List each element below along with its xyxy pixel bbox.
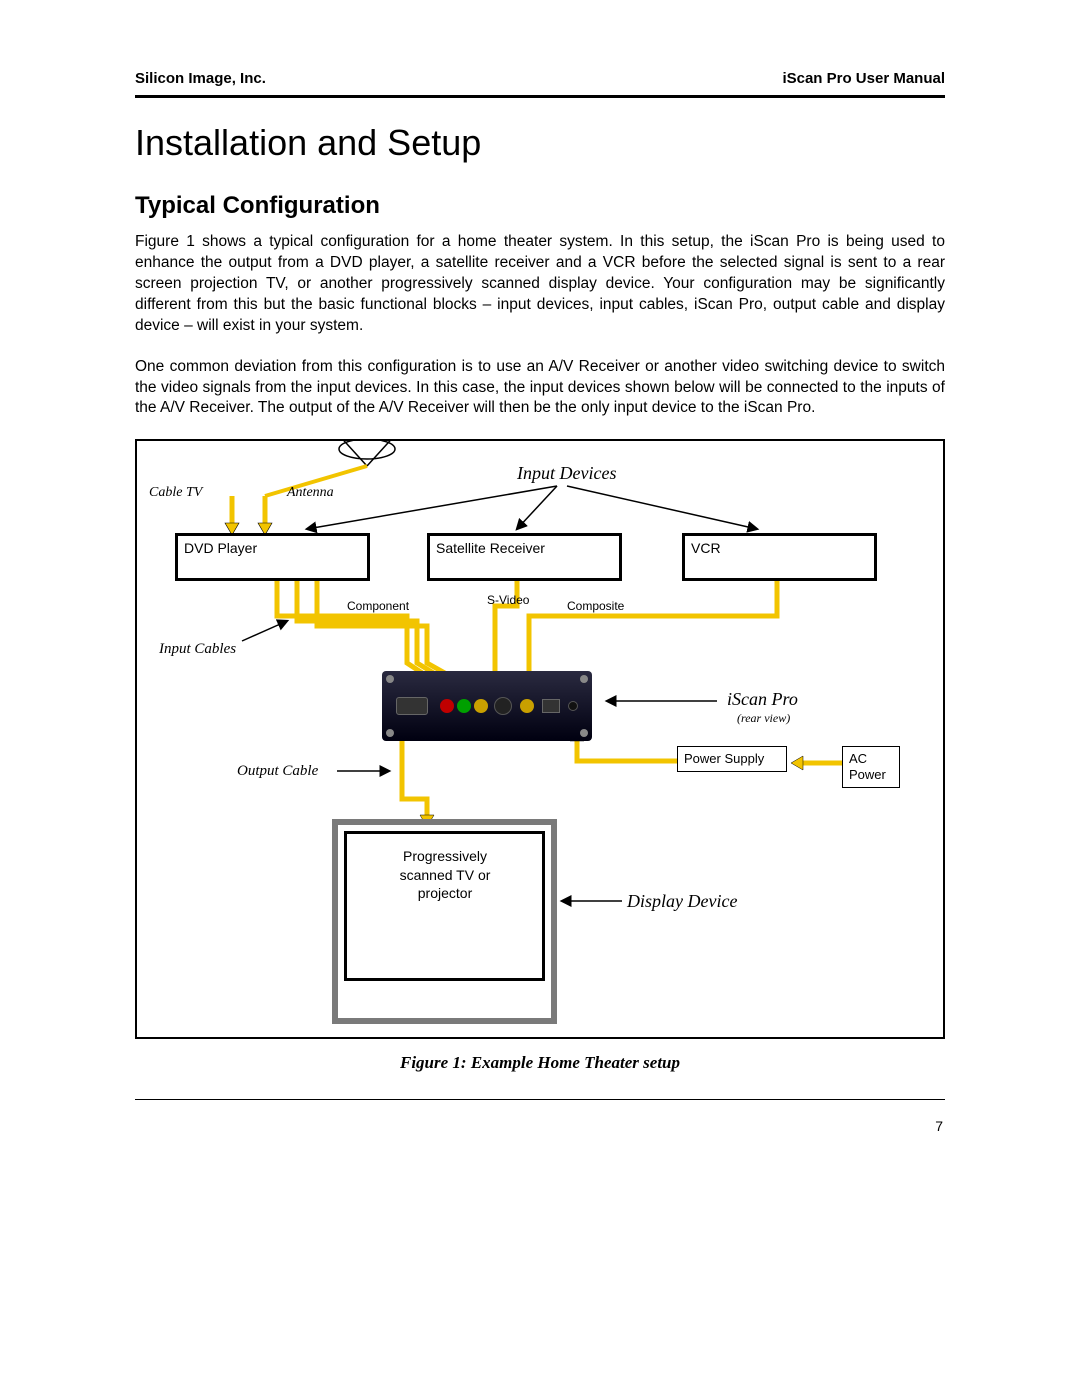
page-header: Silicon Image, Inc. iScan Pro User Manua… [135, 70, 945, 93]
label-input-cables: Input Cables [159, 641, 236, 658]
label-rear-view: (rear view) [737, 711, 790, 726]
display-text: Progressively scanned TV or projector [375, 847, 515, 902]
header-rule [135, 95, 945, 98]
paragraph-2: One common deviation from this configura… [135, 357, 945, 420]
box-ac-power-label: ACPower [849, 751, 886, 782]
label-input-devices: Input Devices [517, 463, 616, 484]
label-iscan-pro: iScan Pro [727, 689, 798, 710]
label-svideo: S-Video [487, 593, 529, 607]
label-display-device: Display Device [627, 891, 737, 912]
box-dvd-player: DVD Player [175, 533, 370, 581]
header-left: Silicon Image, Inc. [135, 70, 266, 87]
paragraph-1: Figure 1 shows a typical configuration f… [135, 232, 945, 337]
footer-rule [135, 1099, 945, 1100]
figure-container: Input Devices Cable TV Antenna Input Cab… [135, 439, 945, 1039]
box-power-supply: Power Supply [677, 746, 787, 772]
header-right: iScan Pro User Manual [782, 70, 945, 87]
figure-caption: Figure 1: Example Home Theater setup [135, 1053, 945, 1073]
box-satellite-receiver: Satellite Receiver [427, 533, 622, 581]
box-ac-power: ACPower [842, 746, 900, 787]
iscan-device-graphic [382, 671, 592, 741]
page-title: Installation and Setup [135, 122, 945, 164]
box-vcr-label: VCR [691, 540, 721, 556]
label-antenna: Antenna [287, 485, 334, 501]
section-heading: Typical Configuration [135, 192, 945, 220]
label-cable-tv: Cable TV [149, 485, 202, 501]
box-dvd-label: DVD Player [184, 540, 257, 556]
box-vcr: VCR [682, 533, 877, 581]
label-output-cable: Output Cable [237, 763, 318, 780]
box-satellite-label: Satellite Receiver [436, 540, 545, 556]
label-component: Component [347, 599, 409, 613]
box-power-supply-label: Power Supply [684, 751, 764, 766]
page-number: 7 [135, 1118, 945, 1134]
label-composite: Composite [567, 599, 624, 613]
